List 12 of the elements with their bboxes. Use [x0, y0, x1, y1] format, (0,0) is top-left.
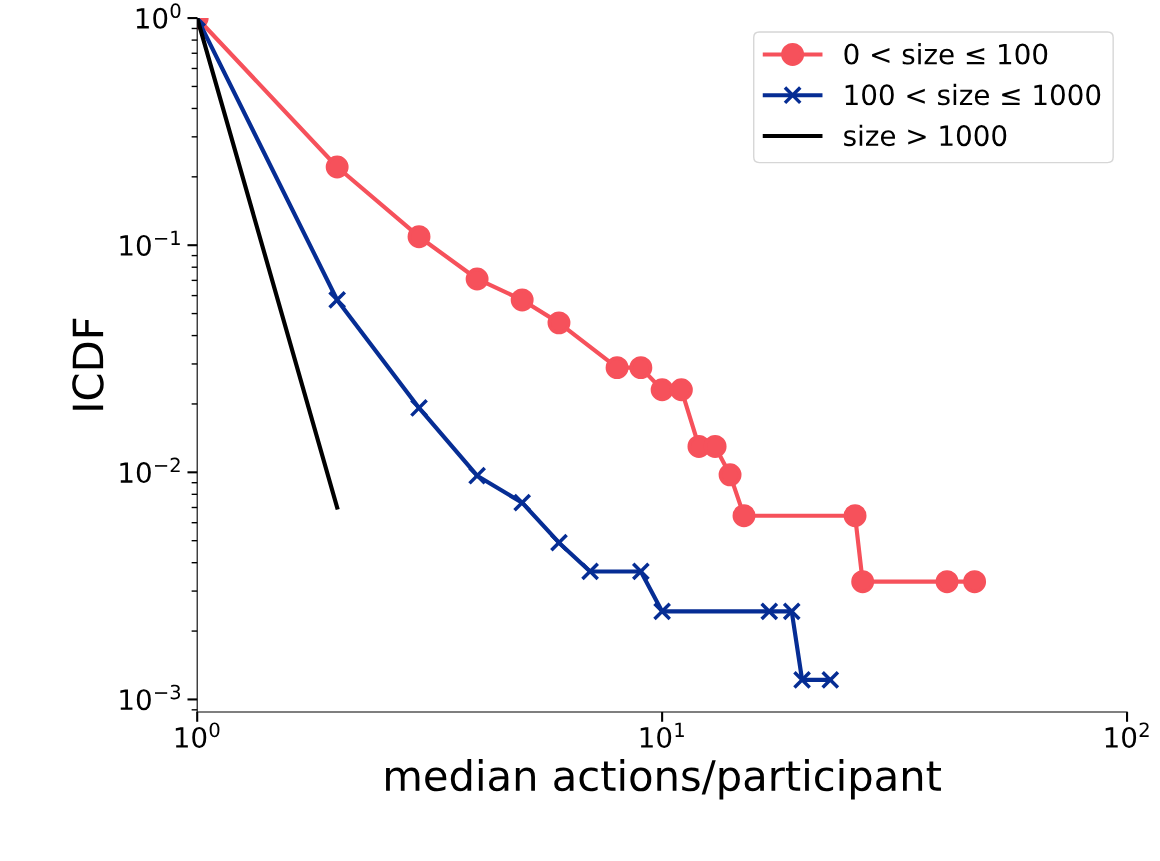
- x-tick-label: 10$^{2}$: [1105, 722, 1149, 748]
- y-tick-label: 10$^{−3}$: [120, 684, 181, 711]
- y-tick-label: 10$^{−1}$: [120, 230, 180, 256]
- y-tick-label: 10$^{0}$: [136, 3, 181, 29]
- legend-label: 0 < size ≤ 100: [844, 43, 1048, 65]
- y-tick-label: 10$^{−2}$: [120, 457, 180, 484]
- x-tick-label: 10$^{1}$: [640, 722, 684, 748]
- legend-label: size > 1000: [844, 124, 1007, 147]
- x-tick-label: 10$^{0}$: [175, 722, 220, 748]
- legend-label: 100 < size ≤ 1000: [845, 83, 1101, 106]
- x-axis-title: median actions/participant: [386, 759, 941, 800]
- y-axis-title: ICDF: [72, 318, 104, 410]
